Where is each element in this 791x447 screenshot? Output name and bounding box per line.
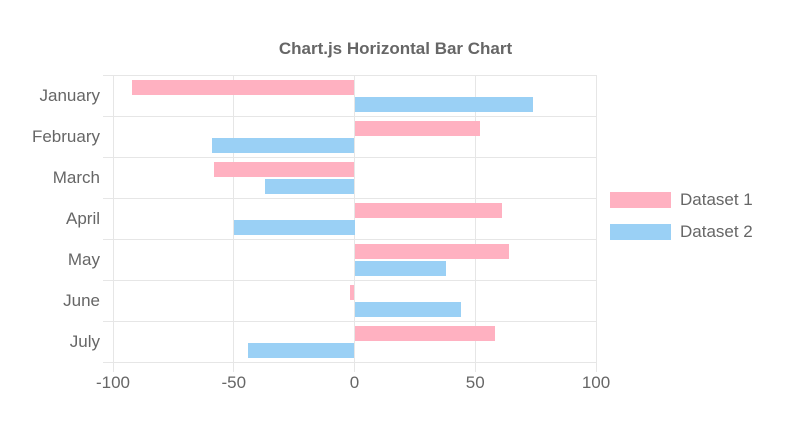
legend-label: Dataset 2	[680, 222, 753, 241]
y-gridline	[103, 361, 596, 363]
bar-april-dataset-1[interactable]	[354, 203, 502, 218]
x-tick-label: -100	[95, 373, 131, 392]
x-tick-label: 50	[465, 373, 485, 392]
y-axis-label: June	[63, 290, 100, 310]
x-tick-label: -50	[221, 373, 247, 392]
y-gridline	[103, 279, 596, 281]
y-gridline	[103, 238, 596, 240]
bar-march-dataset-2[interactable]	[265, 179, 355, 194]
y-axis-label: May	[67, 249, 100, 269]
y-gridline	[103, 320, 596, 322]
bar-june-dataset-2[interactable]	[354, 302, 461, 317]
bar-february-dataset-2[interactable]	[212, 138, 355, 153]
x-tick-label: 0	[349, 373, 360, 392]
legend-swatch	[610, 224, 671, 240]
x-gridline	[354, 75, 355, 372]
legend-item-dataset-1[interactable]: Dataset 1	[610, 190, 753, 209]
bar-may-dataset-2[interactable]	[354, 261, 447, 276]
bar-february-dataset-1[interactable]	[354, 121, 481, 136]
x-gridline	[595, 75, 597, 372]
bar-july-dataset-1[interactable]	[354, 326, 495, 341]
x-gridline	[112, 75, 114, 372]
chart-title: Chart.js Horizontal Bar Chart	[278, 39, 513, 58]
bar-april-dataset-2[interactable]	[233, 220, 355, 235]
bar-march-dataset-1[interactable]	[214, 162, 355, 177]
y-axis-label: July	[69, 331, 100, 351]
bar-may-dataset-1[interactable]	[354, 244, 510, 259]
y-axis-label: January	[39, 85, 100, 105]
y-gridline	[103, 74, 596, 76]
x-tick-label: 100	[581, 373, 611, 392]
y-gridline	[103, 156, 596, 158]
y-axis-label: March	[52, 167, 100, 187]
y-axis-label: February	[31, 126, 100, 146]
bar-january-dataset-1[interactable]	[132, 80, 355, 95]
y-axis-label: April	[65, 208, 100, 228]
x-gridline	[474, 75, 476, 372]
legend-swatch	[610, 192, 671, 208]
bar-june-dataset-1[interactable]	[349, 285, 355, 300]
y-gridline	[103, 197, 596, 199]
bar-january-dataset-2[interactable]	[354, 97, 534, 112]
legend-item-dataset-2[interactable]: Dataset 2	[610, 222, 753, 241]
y-gridline	[103, 115, 596, 117]
bar-july-dataset-2[interactable]	[248, 343, 355, 358]
legend-label: Dataset 1	[680, 190, 753, 209]
